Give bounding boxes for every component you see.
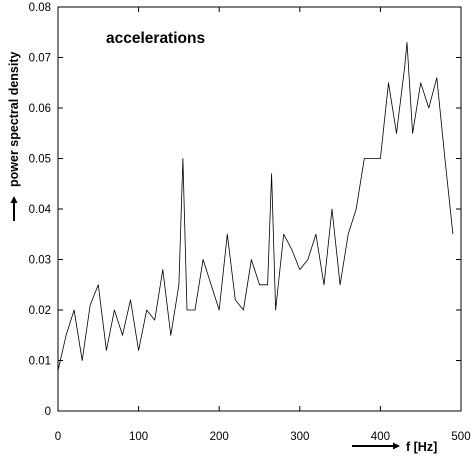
x-axis-title-group: f [Hz] (352, 440, 437, 454)
y-tick-label: 0.06 (29, 103, 51, 115)
y-tick-label: 0 (45, 406, 51, 418)
y-axis-arrow-head (10, 196, 18, 203)
x-tick-label: 200 (210, 431, 229, 443)
x-tick-label: 400 (371, 431, 390, 443)
x-tick-label: 100 (129, 431, 148, 443)
y-axis-title-group: power spectral density (7, 51, 21, 221)
x-tick-label: 300 (290, 431, 309, 443)
axis-ticks (57, 6, 462, 412)
x-axis-arrow-head (393, 442, 400, 450)
y-tick-label: 0.01 (29, 356, 51, 368)
y-tick-label: 0.04 (29, 204, 52, 216)
psd-signal-line (57, 42, 454, 371)
chart-title: accelerations (106, 30, 205, 47)
axis-tick-labels: 0 0.01 0.02 0.03 0.04 0.05 0.06 0.07 0.08 0 100 200… (29, 2, 471, 443)
x-tick-label: 0 (55, 431, 61, 443)
x-axis-title: f [Hz] (406, 440, 437, 454)
y-axis-title: power spectral density (7, 51, 21, 187)
y-tick-label: 0.02 (29, 305, 51, 317)
y-tick-label: 0.05 (29, 154, 51, 166)
plot-frame (57, 6, 462, 412)
x-tick-label: 500 (451, 431, 470, 443)
y-tick-label: 0.08 (29, 2, 51, 14)
y-tick-label: 0.03 (29, 255, 51, 267)
y-tick-label: 0.07 (29, 53, 51, 65)
